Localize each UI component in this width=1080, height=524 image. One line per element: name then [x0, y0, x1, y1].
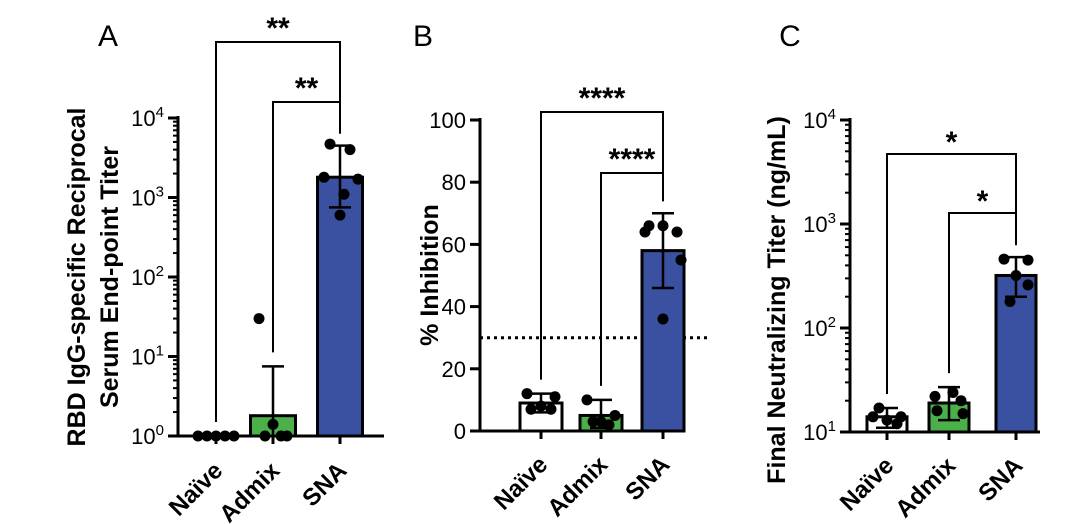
data-point	[324, 138, 336, 150]
category-label: SNA	[620, 451, 675, 506]
data-point	[344, 144, 356, 156]
data-point	[947, 386, 959, 398]
significance-label: *	[946, 126, 958, 159]
panel-c: C Final Neutralizing Titer (ng/mL) 101 102 1…	[763, 20, 1040, 523]
category-label: Admix	[542, 451, 613, 522]
y-tick-label: 103	[131, 184, 164, 211]
y-tick-label: 103	[803, 210, 836, 237]
data-point	[525, 403, 537, 415]
data-point	[581, 394, 593, 406]
data-point	[1004, 295, 1016, 307]
y-tick-label: 101	[131, 343, 164, 370]
category-label: Naïve	[489, 451, 553, 515]
data-point	[253, 313, 265, 325]
y-tick-label: 20	[442, 357, 466, 382]
y-tick-label: 102	[131, 263, 164, 290]
data-point	[929, 390, 941, 402]
data-point	[352, 173, 364, 185]
y-tick-label: 101	[803, 418, 836, 445]
data-point	[603, 419, 615, 431]
y-axis-label: Final Neutralizing Titer (ng/mL)	[763, 116, 791, 484]
panel-a: A RBD IgG-specific Reciprocal Serum End-po…	[63, 12, 384, 524]
significance-bracket	[600, 172, 664, 386]
y-tick-label: 60	[442, 232, 466, 257]
data-point	[873, 402, 885, 414]
significance-label: ****	[609, 143, 656, 176]
y-tick-label: 80	[442, 170, 466, 195]
category-label: Admix	[214, 457, 285, 524]
panel-label: A	[98, 20, 118, 53]
data-point	[1022, 254, 1034, 266]
data-point	[867, 411, 879, 423]
category-label: SNA	[297, 457, 352, 512]
significance-bracket	[272, 101, 341, 353]
data-point	[609, 409, 621, 421]
category-label: Admix	[890, 452, 961, 523]
y-tick-label: 104	[803, 106, 836, 133]
y-tick-label: 100	[131, 422, 164, 449]
data-point	[881, 414, 893, 426]
significance-bracket	[215, 41, 341, 422]
data-point	[549, 391, 561, 403]
panel-label: B	[413, 20, 433, 53]
data-point	[657, 220, 669, 232]
y-tick-label: 102	[803, 314, 836, 341]
y-tick-label: 0	[454, 419, 466, 444]
data-point	[521, 388, 533, 400]
data-point	[545, 403, 557, 415]
data-point	[1022, 279, 1034, 291]
data-point	[998, 253, 1010, 265]
y-tick-label: 40	[442, 295, 466, 320]
data-point	[338, 188, 350, 200]
data-point	[955, 395, 967, 407]
data-point	[931, 405, 943, 417]
category-label: SNA	[973, 452, 1028, 507]
panel-label: C	[779, 20, 801, 53]
significance-bracket	[948, 212, 1017, 374]
data-point	[267, 418, 279, 430]
significance-label: **	[295, 72, 319, 105]
y-axis-label: Serum End-point Titer	[96, 146, 124, 408]
significance-label: ****	[579, 82, 626, 115]
data-point	[587, 416, 599, 428]
data-point	[675, 254, 687, 266]
y-tick-label: 100	[429, 108, 466, 133]
significance-bracket	[540, 111, 664, 380]
significance-bracket	[886, 153, 1017, 395]
data-point	[318, 171, 330, 183]
data-point	[334, 209, 346, 221]
significance-label: *	[977, 185, 989, 218]
data-point	[891, 418, 903, 430]
y-tick-label: 104	[131, 104, 164, 131]
data-point	[657, 313, 669, 325]
bar-2	[994, 273, 1038, 434]
significance-label: **	[266, 12, 290, 45]
data-point	[1010, 269, 1022, 281]
category-label: Naïve	[835, 452, 899, 516]
y-axis-label: % Inhibition	[416, 204, 444, 346]
data-point	[957, 408, 969, 420]
data-point	[639, 226, 651, 238]
data-point	[535, 400, 547, 412]
y-axis-label: RBD IgG-specific Reciprocal	[63, 108, 91, 447]
data-point	[671, 226, 683, 238]
